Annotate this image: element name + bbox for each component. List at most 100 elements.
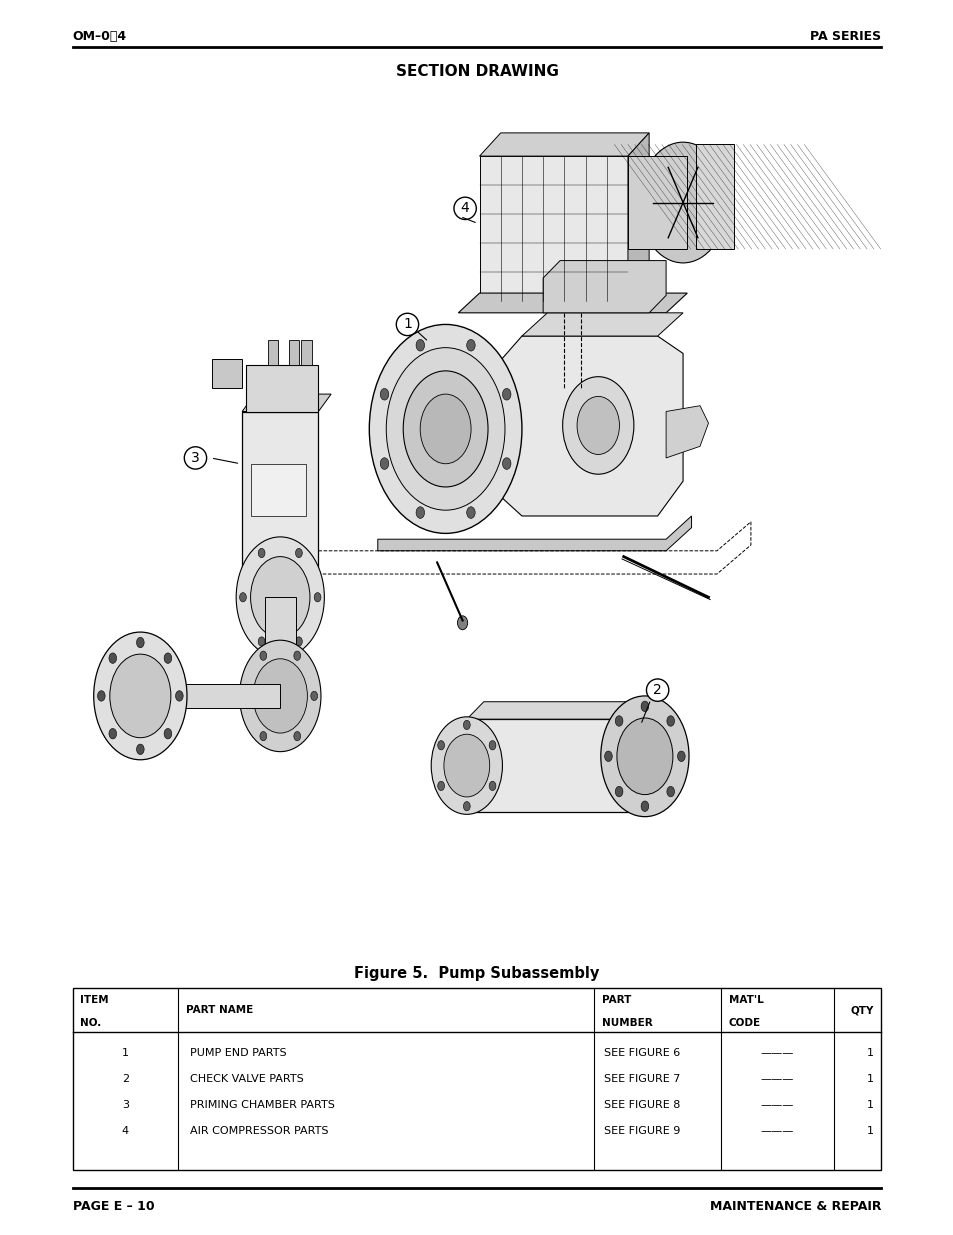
- Circle shape: [97, 690, 105, 701]
- Circle shape: [437, 741, 444, 750]
- Circle shape: [466, 506, 475, 519]
- Circle shape: [639, 142, 726, 263]
- Polygon shape: [479, 133, 648, 156]
- Text: PUMP END PARTS: PUMP END PARTS: [190, 1049, 286, 1058]
- Circle shape: [294, 731, 300, 741]
- Bar: [72, 988, 881, 1170]
- Polygon shape: [496, 336, 682, 516]
- Circle shape: [489, 741, 496, 750]
- Text: 1: 1: [866, 1049, 873, 1058]
- Circle shape: [666, 716, 674, 726]
- Circle shape: [164, 653, 172, 663]
- Circle shape: [666, 787, 674, 797]
- Polygon shape: [521, 312, 682, 336]
- Polygon shape: [665, 406, 708, 458]
- Text: PART NAME: PART NAME: [186, 1005, 253, 1015]
- Text: 2: 2: [653, 683, 661, 697]
- Circle shape: [236, 537, 324, 657]
- Text: 1: 1: [402, 317, 412, 331]
- Circle shape: [380, 458, 388, 469]
- Circle shape: [443, 735, 489, 797]
- Text: NUMBER: NUMBER: [601, 1018, 652, 1028]
- Circle shape: [253, 658, 307, 734]
- Text: ———: ———: [760, 1100, 793, 1110]
- Bar: [72, 86, 881, 957]
- Circle shape: [640, 701, 648, 711]
- Circle shape: [295, 548, 302, 558]
- Text: CODE: CODE: [728, 1018, 760, 1028]
- Text: PAGE E – 10: PAGE E – 10: [72, 1200, 154, 1214]
- Circle shape: [463, 720, 470, 730]
- Circle shape: [386, 348, 504, 510]
- Circle shape: [463, 802, 470, 811]
- Circle shape: [466, 340, 475, 351]
- Bar: [246, 366, 318, 411]
- Circle shape: [258, 637, 265, 646]
- Circle shape: [457, 616, 467, 630]
- Circle shape: [562, 377, 633, 474]
- Bar: [695, 144, 733, 249]
- Text: PRIMING CHAMBER PARTS: PRIMING CHAMBER PARTS: [190, 1100, 335, 1110]
- Text: MAINTENANCE & REPAIR: MAINTENANCE & REPAIR: [709, 1200, 881, 1214]
- Circle shape: [369, 325, 521, 534]
- Circle shape: [136, 745, 144, 755]
- Circle shape: [109, 729, 116, 739]
- Circle shape: [604, 751, 612, 762]
- Circle shape: [109, 653, 116, 663]
- Circle shape: [295, 637, 302, 646]
- Polygon shape: [265, 598, 295, 656]
- Polygon shape: [242, 394, 331, 411]
- Circle shape: [677, 751, 684, 762]
- Text: 1: 1: [122, 1049, 129, 1058]
- Circle shape: [164, 729, 172, 739]
- Text: ITEM: ITEM: [80, 995, 109, 1005]
- Circle shape: [110, 655, 171, 737]
- Circle shape: [416, 340, 424, 351]
- Bar: [301, 340, 312, 366]
- Polygon shape: [466, 701, 644, 719]
- Circle shape: [243, 692, 250, 700]
- Bar: [251, 464, 305, 516]
- Polygon shape: [542, 261, 665, 312]
- Circle shape: [640, 802, 648, 811]
- Text: 3: 3: [122, 1100, 129, 1110]
- Circle shape: [577, 396, 618, 454]
- Circle shape: [314, 593, 320, 601]
- Text: AIR COMPRESSOR PARTS: AIR COMPRESSOR PARTS: [190, 1126, 328, 1136]
- Circle shape: [259, 731, 267, 741]
- Circle shape: [259, 651, 267, 661]
- Circle shape: [239, 640, 320, 752]
- Circle shape: [617, 718, 672, 794]
- Circle shape: [93, 632, 187, 760]
- Text: 2: 2: [122, 1074, 129, 1084]
- Circle shape: [615, 716, 622, 726]
- Text: 1: 1: [866, 1074, 873, 1084]
- Circle shape: [419, 394, 471, 464]
- Bar: [627, 156, 686, 249]
- Bar: [242, 411, 318, 598]
- Circle shape: [416, 506, 424, 519]
- Circle shape: [600, 697, 688, 816]
- Text: 4: 4: [460, 201, 469, 215]
- Bar: [289, 340, 298, 366]
- Circle shape: [294, 651, 300, 661]
- Circle shape: [615, 787, 622, 797]
- Text: PA SERIES: PA SERIES: [809, 30, 881, 43]
- Text: QTY: QTY: [849, 1005, 873, 1015]
- Bar: [466, 719, 627, 813]
- Text: 1: 1: [866, 1100, 873, 1110]
- Text: 1: 1: [866, 1126, 873, 1136]
- Polygon shape: [627, 133, 648, 301]
- Text: ———: ———: [760, 1126, 793, 1136]
- Text: 3: 3: [191, 451, 199, 464]
- Text: OM–0㘤4: OM–0㘤4: [72, 30, 127, 43]
- Circle shape: [403, 370, 488, 487]
- Circle shape: [489, 782, 496, 790]
- Circle shape: [502, 389, 511, 400]
- Circle shape: [311, 692, 317, 700]
- Polygon shape: [457, 293, 686, 312]
- Circle shape: [136, 637, 144, 647]
- Text: CHECK VALVE PARTS: CHECK VALVE PARTS: [190, 1074, 303, 1084]
- Bar: [267, 340, 277, 366]
- Circle shape: [239, 593, 246, 601]
